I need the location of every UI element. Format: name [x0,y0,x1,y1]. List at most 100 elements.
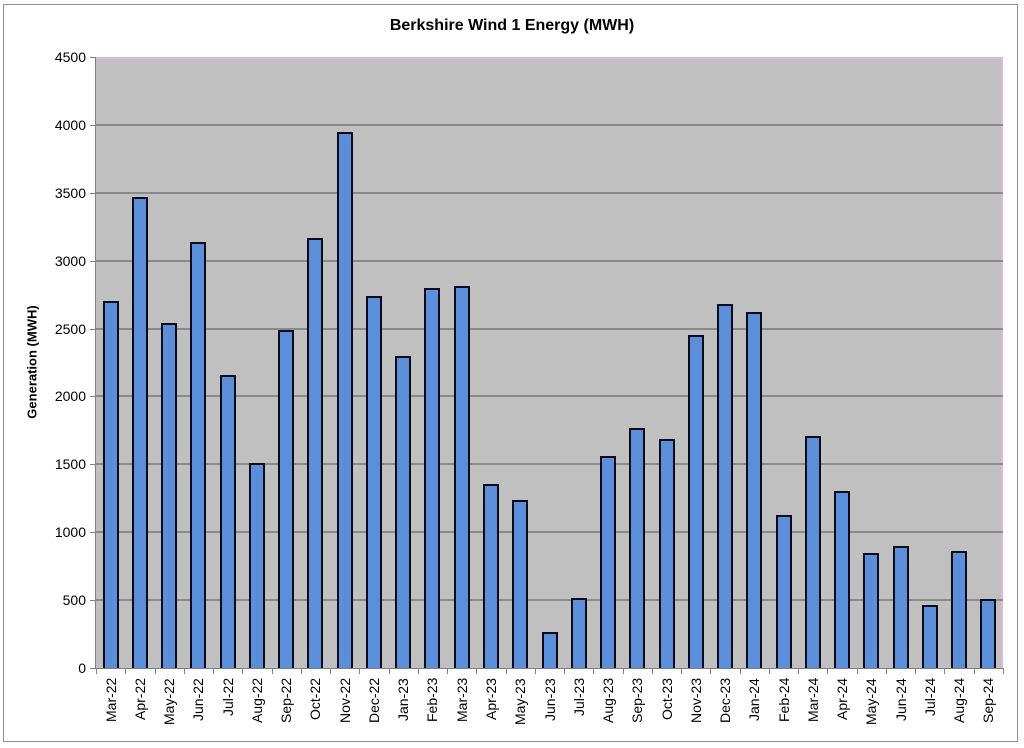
bar-sep-24 [980,598,997,668]
gridline [96,599,1003,602]
x-tick-label: Sep-23 [629,678,646,724]
x-tick-mark [330,668,332,674]
x-tick-label: Aug-24 [951,678,968,724]
y-tick-label: 3000 [54,252,86,269]
x-tick-mark [183,668,185,674]
x-tick-label: May-23 [512,678,529,725]
x-tick-label: Jul-24 [921,678,938,717]
x-tick-label: Nov-23 [687,678,704,724]
y-tick-mark [90,328,95,330]
x-tick-mark [96,668,97,674]
bar-jul-22 [219,375,236,668]
x-tick-mark [798,668,800,674]
y-tick-mark [90,532,95,534]
bar-mar-23 [453,286,470,668]
bar-jun-24 [892,545,909,668]
x-tick-label: Jan-24 [746,678,763,721]
bar-feb-23 [424,287,441,668]
x-tick-mark [213,668,215,674]
x-tick-mark [768,668,770,674]
x-tick-label: May-22 [161,678,178,725]
x-tick-label: Oct-22 [307,678,324,721]
gridline [96,327,1003,330]
bar-oct-22 [307,237,324,668]
x-tick-label: Jul-22 [219,678,236,717]
x-tick-mark [359,668,361,674]
x-tick-label: Aug-22 [248,678,265,724]
bar-may-23 [512,499,529,668]
x-tick-mark [388,668,390,674]
x-tick-mark [739,668,741,674]
bar-jul-23 [570,598,587,668]
bar-may-22 [161,323,178,668]
y-tick-label: 1500 [54,456,86,473]
bar-aug-23 [600,456,617,668]
x-tick-label: Mar-24 [804,678,821,723]
x-tick-label: Apr-22 [131,678,148,721]
bar-oct-23 [658,439,675,668]
x-tick-mark [622,668,624,674]
x-tick-mark [856,668,858,674]
x-tick-label: May-24 [863,678,880,725]
y-tick-mark [90,57,95,58]
x-tick-mark [915,668,917,674]
bar-sep-22 [278,329,295,668]
y-tick-label: 0 [78,660,86,676]
bar-dec-22 [365,295,382,668]
x-tick-mark [242,668,244,674]
bar-jan-23 [395,356,412,668]
y-tick-label: 2000 [54,388,86,405]
x-tick-label: Feb-23 [424,678,441,723]
bar-jun-22 [190,242,207,668]
bar-aug-22 [248,462,265,668]
x-tick-label: Jun-24 [892,678,909,721]
bar-dec-23 [717,304,734,668]
y-tick-mark [90,600,95,602]
bar-jul-24 [921,604,938,668]
bar-sep-23 [629,427,646,668]
y-tick-label: 1000 [54,524,86,541]
x-tick-label: Feb-24 [775,678,792,723]
x-tick-label: Nov-22 [336,678,353,724]
x-tick-label: Mar-22 [102,678,119,723]
bar-aug-24 [951,550,968,668]
x-tick-label: Dec-23 [717,678,734,724]
x-tick-mark [973,668,975,674]
y-axis-line [95,57,96,669]
x-tick-mark [944,668,946,674]
x-tick-label: Sep-24 [980,678,997,724]
bar-mar-24 [804,436,821,668]
x-tick-mark [125,668,127,674]
x-tick-mark [505,668,507,674]
gridline [96,191,1003,194]
x-tick-mark [1003,668,1004,674]
x-tick-label: Jan-23 [395,678,412,721]
x-tick-mark [827,668,829,674]
x-axis-line [95,668,1004,669]
gridline [96,463,1003,466]
x-tick-mark [271,668,273,674]
y-tick-mark [90,192,95,194]
x-tick-label: Jun-22 [190,678,207,721]
y-tick-label: 4000 [54,116,86,133]
x-tick-mark [681,668,683,674]
bar-jan-24 [746,311,763,668]
x-tick-label: Jun-23 [541,678,558,721]
y-tick-label: 4500 [54,49,86,65]
gridline [96,123,1003,126]
x-tick-label: Aug-23 [600,678,617,724]
bar-mar-22 [102,300,119,668]
x-tick-mark [651,668,653,674]
x-tick-mark [885,668,887,674]
y-tick-mark [90,260,95,262]
x-tick-label: Sep-22 [278,678,295,724]
x-tick-mark [534,668,536,674]
x-tick-label: Apr-24 [834,678,851,721]
x-tick-mark [300,668,302,674]
x-tick-label: Oct-23 [658,678,675,721]
x-tick-mark [476,668,478,674]
y-tick-mark [90,668,95,669]
y-tick-label: 3500 [54,184,86,201]
plot-area [96,57,1003,668]
x-tick-mark [154,668,156,674]
